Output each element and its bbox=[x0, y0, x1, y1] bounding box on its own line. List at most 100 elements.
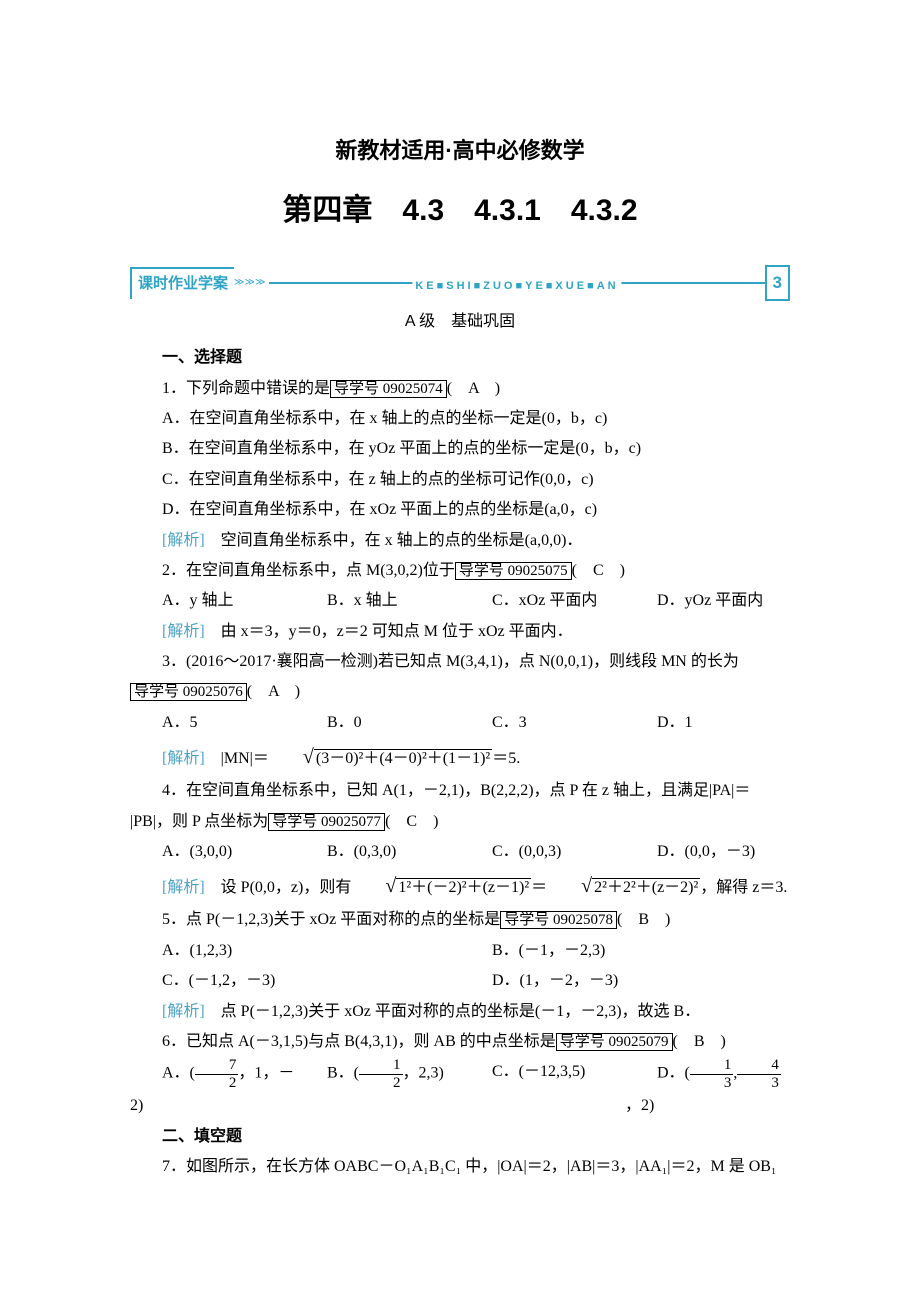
q5-d: D．(1，－2，－3) bbox=[460, 966, 790, 996]
analysis-label: [解析] bbox=[162, 532, 205, 549]
q7-stem: 7．如图所示，在长方体 OABC－O₁A₁B₁C₁ 中，|OA|＝2，|AB|＝… bbox=[130, 1152, 790, 1182]
q2-c: C．xOz 平面内 bbox=[460, 586, 625, 616]
q1-analysis: [解析] 空间直角坐标系中，在 x 轴上的点的坐标是(a,0,0)． bbox=[130, 526, 790, 556]
q2-b: B．x 轴上 bbox=[295, 586, 460, 616]
q6-a-pre: A．( bbox=[162, 1065, 195, 1082]
q6-d-post: ，2) bbox=[625, 1097, 654, 1114]
chapter-title: 第四章 4.3 4.3.1 4.3.2 bbox=[130, 182, 790, 239]
q3-a: A．5 bbox=[130, 708, 295, 738]
q5-guide: 导学号 09025078 bbox=[500, 911, 617, 929]
q6-guide: 导学号 09025079 bbox=[556, 1033, 673, 1051]
q4-b: B．(0,3,0) bbox=[295, 837, 460, 867]
q6-a: A．(72，1，－2) bbox=[130, 1057, 295, 1121]
analysis-label: [解析] bbox=[162, 879, 205, 896]
q2-analysis-text: 由 x＝3，y＝0，z＝2 可知点 M 位于 xOz 平面内． bbox=[205, 623, 573, 640]
q5-stem-post: ( B ) bbox=[617, 911, 670, 928]
q4-sqrt1: 1²＋(－2)²＋(z－1)² bbox=[396, 878, 531, 896]
q3-analysis-pre: |MN|＝ bbox=[205, 750, 269, 767]
q1-opt-b: B．在空间直角坐标系中，在 yOz 平面上的点的坐标一定是(0，b，c) bbox=[130, 434, 790, 464]
doc-title: 新教材适用·高中必修数学 bbox=[130, 130, 790, 172]
q6-stem-pre: 6．已知点 A(－3,1,5)与点 B(4,3,1)，则 AB 的中点坐标是 bbox=[162, 1033, 556, 1050]
q3-choices: A．5 B．0 C．3 D．1 bbox=[130, 708, 790, 738]
q6-choices: A．(72，1，－2) B．(12，2,3) C．(－12,3,5) D．(13… bbox=[130, 1057, 790, 1121]
q6-a-den: 2 bbox=[195, 1075, 239, 1092]
q3-guide: 导学号 09025076 bbox=[130, 683, 247, 701]
q3-b: B．0 bbox=[295, 708, 460, 738]
q4-analysis-post: ，解得 z＝3. bbox=[700, 879, 787, 896]
q4-stem-pre2: |PB|，则 P 点坐标为 bbox=[130, 813, 268, 830]
q6-a-num: 7 bbox=[195, 1057, 239, 1075]
q1-analysis-text: 空间直角坐标系中，在 x 轴上的点的坐标是(a,0,0)． bbox=[205, 532, 583, 549]
q4-mid: ＝ bbox=[531, 879, 547, 896]
q5-c: C．(－1,2，－3) bbox=[130, 966, 460, 996]
q1-stem-pre: 1．下列命题中错误的是 bbox=[162, 380, 330, 397]
fraction-icon: 72 bbox=[195, 1057, 239, 1091]
q2-stem-pre: 2．在空间直角坐标系中，点 M(3,0,2)位于 bbox=[162, 562, 455, 579]
q4-c: C．(0,0,3) bbox=[460, 837, 625, 867]
q6-stem-post: ( B ) bbox=[673, 1033, 726, 1050]
q4-sqrt2: 2²＋2²＋(z－2)² bbox=[592, 878, 700, 896]
sqrt-icon: √(3－0)²＋(4－0)²＋(1－1)² bbox=[271, 738, 492, 776]
q6-d-den2: 3 bbox=[737, 1075, 781, 1092]
q6-b-post: ，2,3) bbox=[403, 1065, 444, 1082]
q1-b-text: B．在空间直角坐标系中，在 yOz 平面上的点的坐标一定是(0，b，c) bbox=[162, 440, 641, 457]
q5-analysis-text: 点 P(－1,2,3)关于 xOz 平面对称的点的坐标是(－1，－2,3)，故选… bbox=[205, 1003, 701, 1020]
q6-d-num2: 4 bbox=[737, 1057, 781, 1075]
q2-guide: 导学号 09025075 bbox=[455, 562, 572, 580]
q2-a: A．y 轴上 bbox=[130, 586, 295, 616]
q2-choices: A．y 轴上 B．x 轴上 C．xOz 平面内 D．yOz 平面内 bbox=[130, 586, 790, 616]
banner-arrows-icon: ≫≫≫ bbox=[234, 273, 265, 292]
q2-d: D．yOz 平面内 bbox=[625, 586, 790, 616]
sqrt-icon: √1²＋(－2)²＋(z－1)² bbox=[353, 867, 531, 905]
lesson-banner: 课时作业学案 ≫≫≫ KE■SHI■ZUO■YE■XUE■AN 3 bbox=[130, 269, 790, 297]
q1-a-text: A．在空间直角坐标系中，在 x 轴上的点的坐标一定是(0，b，c) bbox=[162, 410, 607, 427]
q3-c: C．3 bbox=[460, 708, 625, 738]
q5-b: B．(－1，－2,3) bbox=[460, 936, 790, 966]
q3-sqrt-body: (3－0)²＋(4－0)²＋(1－1)² bbox=[314, 749, 492, 767]
q6-d-pre: D．( bbox=[657, 1065, 690, 1082]
q3-analysis: [解析] |MN|＝√(3－0)²＋(4－0)²＋(1－1)²＝5. bbox=[130, 738, 790, 776]
q5-stem-pre: 5．点 P(－1,2,3)关于 xOz 平面对称的点的坐标是 bbox=[162, 911, 500, 928]
q3-stem-line1: 3．(2016～2017·襄阳高一检测)若已知点 M(3,4,1)，点 N(0,… bbox=[130, 647, 790, 677]
q6-d-den1: 3 bbox=[690, 1075, 734, 1092]
q5-a: A．(1,2,3) bbox=[130, 936, 460, 966]
q6-c: C．(－12,3,5) bbox=[460, 1057, 625, 1121]
level-title: A 级 基础巩固 bbox=[130, 307, 790, 337]
banner-number: 3 bbox=[765, 265, 790, 301]
fraction-icon: 43 bbox=[737, 1057, 781, 1091]
q3-stem-line2: 导学号 09025076( A ) bbox=[130, 677, 790, 707]
q1-stem-post: ( A ) bbox=[447, 380, 500, 397]
q6-b: B．(12，2,3) bbox=[295, 1057, 460, 1121]
q5-stem: 5．点 P(－1,2,3)关于 xOz 平面对称的点的坐标是导学号 090250… bbox=[130, 905, 790, 935]
analysis-label: [解析] bbox=[162, 623, 205, 640]
q4-stem-post: ( C ) bbox=[385, 813, 438, 830]
q6-stem: 6．已知点 A(－3,1,5)与点 B(4,3,1)，则 AB 的中点坐标是导学… bbox=[130, 1027, 790, 1057]
q2-analysis: [解析] 由 x＝3，y＝0，z＝2 可知点 M 位于 xOz 平面内． bbox=[130, 617, 790, 647]
banner-middle-text: KE■SHI■ZUO■YE■XUE■AN bbox=[412, 276, 621, 297]
q4-stem-line1: 4．在空间直角坐标系中，已知 A(1，－2,1)，B(2,2,2)，点 P 在 … bbox=[130, 776, 790, 806]
q3-stem-post: ( A ) bbox=[247, 683, 300, 700]
q4-stem-line2: |PB|，则 P 点坐标为导学号 09025077( C ) bbox=[130, 807, 790, 837]
q1-opt-d: D．在空间直角坐标系中，在 xOz 平面上的点的坐标是(a,0，c) bbox=[130, 495, 790, 525]
q6-b-den: 2 bbox=[359, 1075, 403, 1092]
q4-guide: 导学号 09025077 bbox=[268, 813, 385, 831]
banner-line: KE■SHI■ZUO■YE■XUE■AN bbox=[269, 282, 764, 284]
section-choice: 一、选择题 bbox=[130, 343, 790, 373]
analysis-label: [解析] bbox=[162, 1003, 205, 1020]
sqrt-icon: √2²＋2²＋(z－2)² bbox=[549, 867, 700, 905]
q1-guide: 导学号 09025074 bbox=[330, 380, 447, 398]
q6-b-num: 1 bbox=[359, 1057, 403, 1075]
q4-analysis-pre: 设 P(0,0，z)，则有 bbox=[205, 879, 352, 896]
q3-d: D．1 bbox=[625, 708, 790, 738]
q5-analysis: [解析] 点 P(－1,2,3)关于 xOz 平面对称的点的坐标是(－1，－2,… bbox=[130, 997, 790, 1027]
q4-analysis: [解析] 设 P(0,0，z)，则有√1²＋(－2)²＋(z－1)²＝√2²＋2… bbox=[130, 867, 790, 905]
q1-stem: 1．下列命题中错误的是导学号 09025074( A ) bbox=[130, 374, 790, 404]
q5-choices: A．(1,2,3) B．(－1，－2,3) C．(－1,2，－3) D．(1，－… bbox=[130, 936, 790, 997]
q3-analysis-post: ＝5. bbox=[492, 750, 520, 767]
q2-stem-post: ( C ) bbox=[572, 562, 625, 579]
q1-d-text: D．在空间直角坐标系中，在 xOz 平面上的点的坐标是(a,0，c) bbox=[162, 501, 597, 518]
q4-a: A．(3,0,0) bbox=[130, 837, 295, 867]
q6-d-num1: 1 bbox=[690, 1057, 734, 1075]
fraction-icon: 12 bbox=[359, 1057, 403, 1091]
section-fill: 二、填空题 bbox=[130, 1122, 790, 1152]
